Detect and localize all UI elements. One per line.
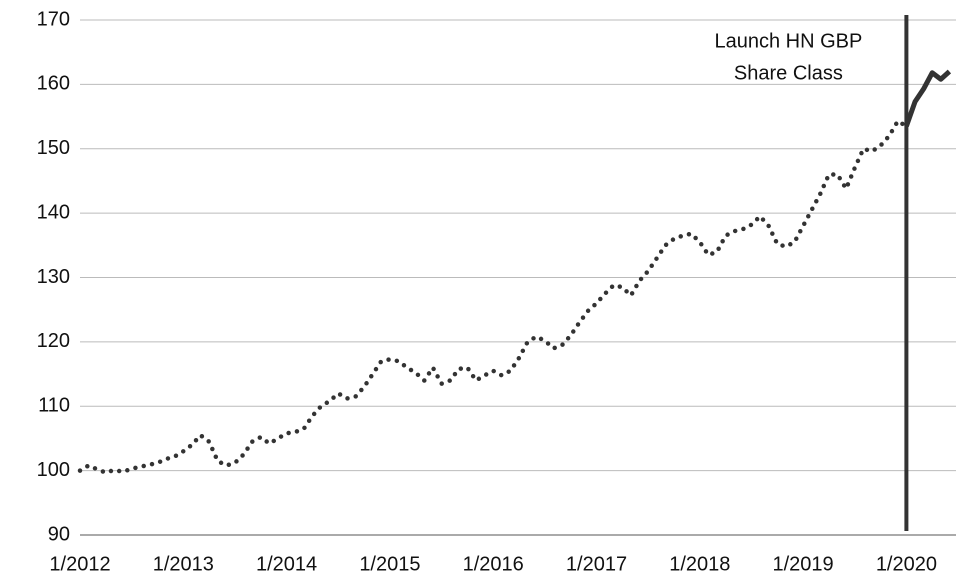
y-tick-label: 90	[48, 523, 70, 545]
x-tick-label: 1/2018	[669, 553, 730, 575]
y-tick-label: 170	[37, 8, 70, 30]
y-tick-label: 140	[37, 201, 70, 223]
y-tick-label: 130	[37, 266, 70, 288]
series-line	[77, 118, 909, 475]
y-tick-label: 160	[37, 73, 70, 95]
x-tick-label: 1/2013	[153, 553, 214, 575]
series-line	[904, 69, 952, 128]
x-tick-label: 1/2015	[359, 553, 420, 575]
y-tick-label: 100	[37, 459, 70, 481]
x-tick-label: 1/2014	[256, 553, 317, 575]
x-tick-label: 1/2017	[566, 553, 627, 575]
y-tick-label: 120	[37, 330, 70, 352]
annotation-text: Launch HN GBP	[714, 30, 862, 52]
y-tick-label: 110	[38, 395, 70, 417]
x-tick-label: 1/2012	[49, 553, 110, 575]
x-tick-label: 1/2020	[876, 553, 937, 575]
annotation-text: Share Class	[734, 62, 843, 84]
y-tick-label: 150	[37, 137, 70, 159]
x-tick-label: 1/2019	[773, 553, 834, 575]
x-tick-label: 1/2016	[463, 553, 524, 575]
